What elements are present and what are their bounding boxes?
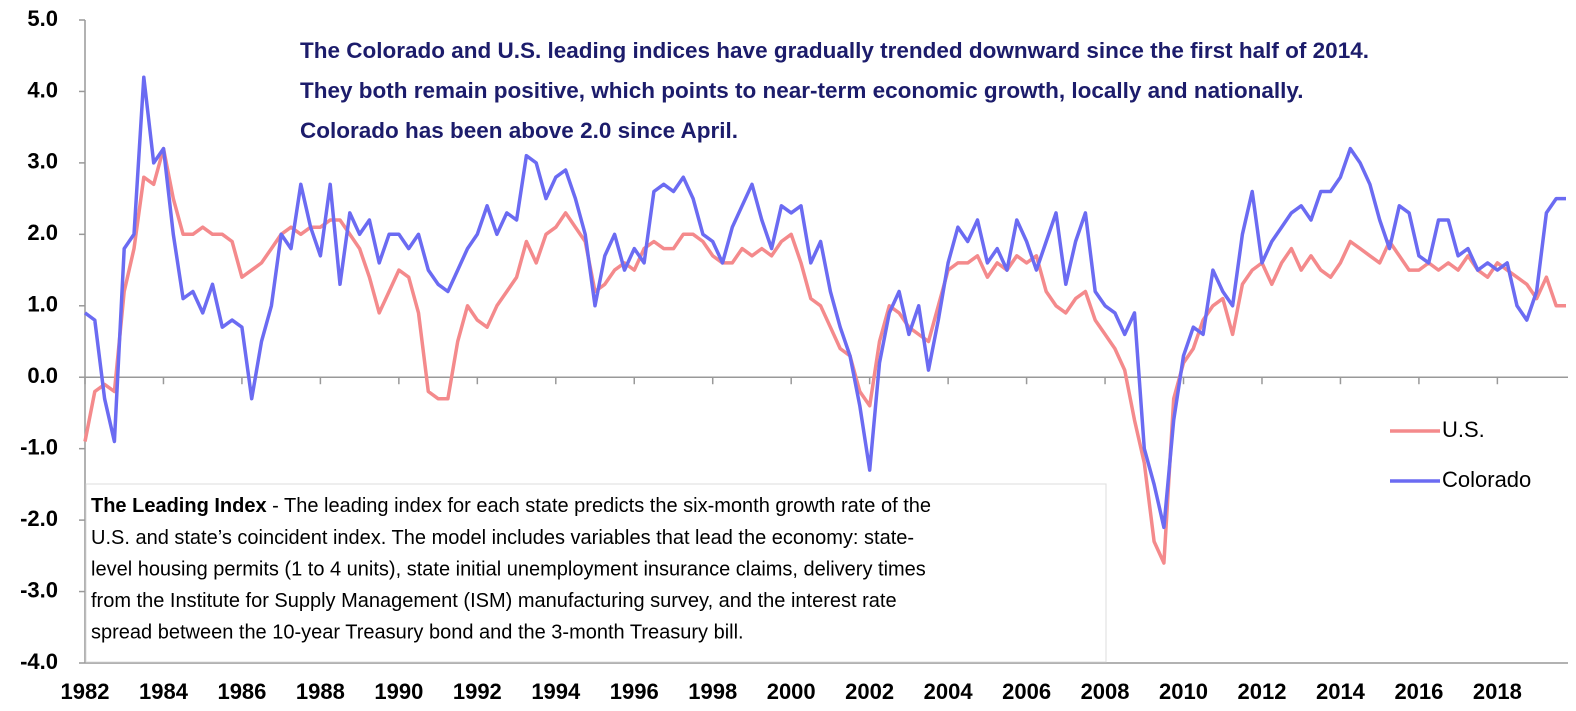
x-tick-label: 2018 bbox=[1473, 679, 1522, 704]
x-tick-label: 1998 bbox=[688, 679, 737, 704]
x-tick-label: 1988 bbox=[296, 679, 345, 704]
legend-label: Colorado bbox=[1442, 467, 1531, 492]
x-tick-label: 2006 bbox=[1002, 679, 1051, 704]
note-text: spread between the 10-year Treasury bond… bbox=[91, 621, 744, 643]
x-tick-label: 2000 bbox=[767, 679, 816, 704]
series-line bbox=[83, 146, 1566, 565]
note-line: - The leading index for each state predi… bbox=[267, 495, 931, 517]
note-text: level housing permits (1 to 4 units), st… bbox=[91, 558, 926, 580]
x-tick-label: 2008 bbox=[1081, 679, 1130, 704]
headline: Colorado has been above 2.0 since April. bbox=[300, 118, 738, 143]
x-tick-label: 1996 bbox=[610, 679, 659, 704]
x-tick-label: 1982 bbox=[61, 679, 110, 704]
note-text: from the Institute for Supply Management… bbox=[91, 590, 897, 612]
x-tick-label: 2016 bbox=[1394, 679, 1443, 704]
note-text: U.S. and state’s coincident index. The m… bbox=[91, 527, 914, 549]
x-tick-label: 2004 bbox=[924, 679, 974, 704]
y-tick-label: -4.0 bbox=[20, 649, 58, 674]
x-tick-label: 1990 bbox=[374, 679, 423, 704]
y-tick-label: 3.0 bbox=[27, 149, 58, 174]
x-tick-label: 1984 bbox=[139, 679, 189, 704]
legend-label: U.S. bbox=[1442, 417, 1485, 442]
x-tick-label: 2002 bbox=[845, 679, 894, 704]
x-tick-label: 2012 bbox=[1238, 679, 1287, 704]
x-tick-label: 2010 bbox=[1159, 679, 1208, 704]
headline: The Colorado and U.S. leading indices ha… bbox=[300, 38, 1369, 63]
y-tick-label: -1.0 bbox=[20, 434, 58, 459]
y-tick-label: 5.0 bbox=[27, 6, 58, 31]
note-box bbox=[85, 483, 1107, 663]
series-line bbox=[83, 75, 1566, 530]
y-tick-label: -2.0 bbox=[20, 506, 58, 531]
note-text: The Leading Index - The leading index fo… bbox=[91, 495, 931, 517]
x-tick-label: 1986 bbox=[217, 679, 266, 704]
x-tick-label: 2014 bbox=[1316, 679, 1366, 704]
x-tick-label: 1994 bbox=[531, 679, 581, 704]
y-tick-label: 0.0 bbox=[27, 363, 58, 388]
y-tick-label: 2.0 bbox=[27, 220, 58, 245]
y-tick-label: 1.0 bbox=[27, 292, 58, 317]
note-title: The Leading Index bbox=[91, 495, 267, 517]
y-tick-label: 4.0 bbox=[27, 77, 58, 102]
x-tick-label: 1992 bbox=[453, 679, 502, 704]
headline: They both remain positive, which points … bbox=[300, 78, 1303, 103]
y-tick-label: -3.0 bbox=[20, 577, 58, 602]
